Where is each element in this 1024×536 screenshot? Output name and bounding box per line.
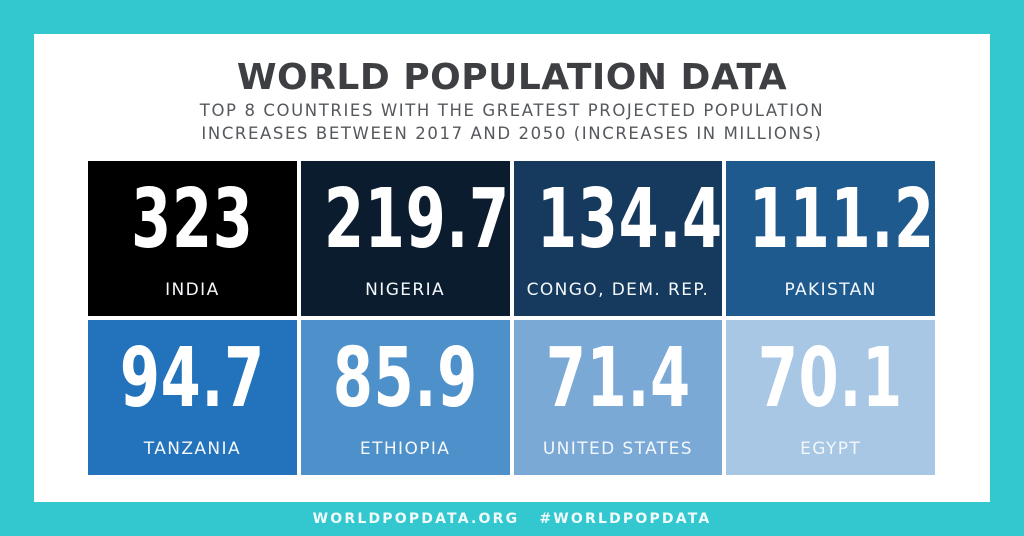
tile-value: 111.2 [749,172,935,267]
tile-value: 71.4 [545,331,691,426]
tile-value: 323 [131,172,254,267]
tile-country: ETHIOPIA [359,439,451,459]
tile-country: NIGERIA [365,280,446,300]
website-link[interactable]: WORLDPOPDATA.ORG [312,511,520,527]
tile-country: EGYPT [800,439,862,459]
tile-nigeria: 219.7 NIGERIA [300,161,510,316]
tile-pakistan: 111.2 PAKISTAN [726,161,935,316]
footer: WORLDPOPDATA.ORG #WORLDPOPDATA [0,506,1024,532]
tile-egypt: 70.1 EGYPT [726,320,935,475]
tile-tanzania: 94.7 TANZANIA [88,320,297,475]
subtitle-line-2: INCREASES BETWEEN 2017 AND 2050 (INCREAS… [201,124,823,143]
tile-congo: 134.4 CONGO, DEM. REP. [513,161,723,316]
tile-country: UNITED STATES [542,439,693,459]
tile-value: 70.1 [758,331,904,426]
tile-country: TANZANIA [143,439,241,459]
tile-india: 323 INDIA [88,161,297,316]
tile-value: 85.9 [332,331,478,426]
tile-value: 134.4 [536,172,723,267]
hashtag-text: #WORLDPOPDATA [539,511,712,527]
page-title: WORLD POPULATION DATA [236,57,788,98]
infographic-panel: WORLD POPULATION DATA TOP 8 COUNTRIES WI… [34,34,990,502]
tile-value: 219.7 [323,172,510,267]
tile-country: CONGO, DEM. REP. [526,280,710,300]
tile-country: PAKISTAN [784,280,877,300]
subtitle-line-1: TOP 8 COUNTRIES WITH THE GREATEST PROJEC… [199,101,825,120]
country-tile-grid: 323 INDIA 219.7 NIGERIA 134.4 CONGO, DEM… [88,161,935,475]
tile-value: 94.7 [119,331,265,426]
tile-ethiopia: 85.9 ETHIOPIA [300,320,510,475]
tile-country: INDIA [165,280,220,300]
tile-united-states: 71.4 UNITED STATES [513,320,723,475]
